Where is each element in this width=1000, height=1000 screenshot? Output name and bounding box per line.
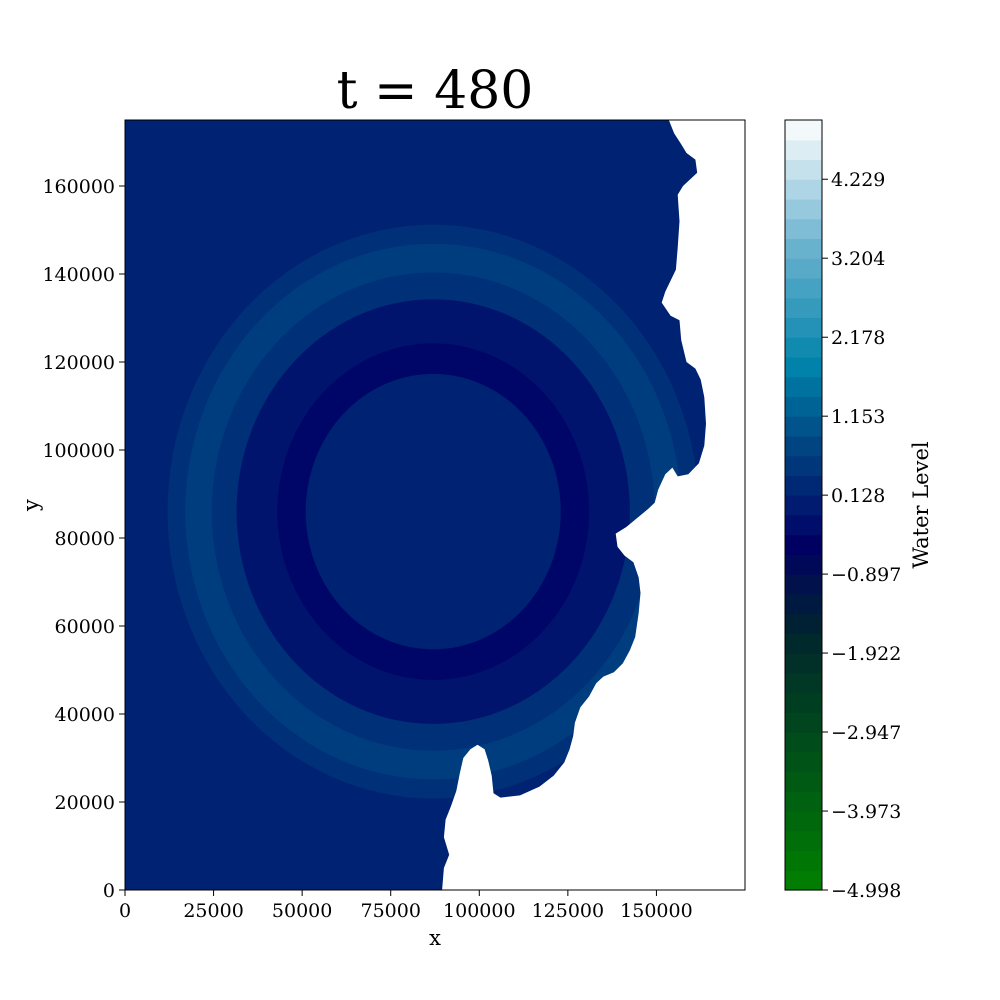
colorbar-level (785, 850, 822, 871)
colorbar-level (785, 337, 822, 358)
colorbar-level (785, 159, 822, 180)
colorbar-tick-label: 3.204 (831, 248, 885, 270)
x-tick-label: 125000 (532, 900, 605, 922)
x-tick-label: 75000 (360, 900, 420, 922)
colorbar-level (785, 633, 822, 654)
colorbar-tick-label: 2.178 (831, 327, 885, 349)
colorbar-level (785, 732, 822, 753)
colorbar-level (785, 593, 822, 615)
colorbar-level (785, 692, 822, 713)
colorbar-level (785, 179, 822, 200)
colorbar-tick-label: 0.128 (831, 485, 885, 507)
colorbar-level (785, 198, 822, 220)
colorbar-level (785, 870, 822, 891)
colorbar-level (785, 791, 822, 812)
colorbar-label: Water Level (909, 441, 933, 569)
colorbar-level (785, 751, 822, 773)
land-mask (442, 120, 745, 890)
colorbar-level (785, 475, 822, 496)
colorbar-level (785, 495, 822, 516)
colorbar-level (785, 534, 822, 555)
plot-frame (124, 119, 746, 891)
colorbar (785, 120, 822, 891)
y-tick-label: 60000 (55, 616, 115, 638)
x-tick-label: 0 (119, 900, 131, 922)
colorbar-level (785, 811, 822, 832)
colorbar-level (785, 317, 822, 338)
y-tick-label: 100000 (42, 440, 115, 462)
colorbar-level (785, 712, 822, 733)
colorbar-level (785, 435, 822, 457)
y-axis-label: y (19, 499, 43, 512)
colorbar-tick-label: −3.973 (831, 801, 901, 823)
colorbar-ticks: −4.998 −3.973 −2.947 −1.922 −0.897 0.128 1.153… (822, 169, 901, 902)
x-axis: 0 25000 50000 75000 100000 125000 150000 (119, 890, 693, 922)
x-tick-label: 150000 (620, 900, 693, 922)
y-tick-label: 0 (103, 880, 115, 902)
y-tick-label: 20000 (55, 792, 115, 814)
x-tick-label: 50000 (272, 900, 332, 922)
x-tick-label: 100000 (443, 900, 516, 922)
colorbar-tick-label: −2.947 (831, 722, 901, 744)
colorbar-level (785, 120, 822, 141)
colorbar-level (785, 771, 822, 792)
colorbar-tick-label: 1.153 (831, 406, 885, 428)
colorbar-level (785, 830, 822, 852)
colorbar-level (785, 574, 822, 595)
colorbar-level (785, 554, 822, 575)
x-axis-label: x (429, 926, 441, 950)
colorbar-level (785, 672, 822, 694)
colorbar-level (785, 455, 822, 476)
colorbar-level (785, 653, 822, 674)
y-tick-label: 80000 (55, 528, 115, 550)
y-tick-label: 160000 (42, 176, 115, 198)
colorbar-level (785, 416, 822, 437)
x-tick-label: 25000 (183, 900, 243, 922)
water-level-band (305, 373, 561, 650)
colorbar-level (785, 356, 822, 378)
colorbar-tick-label: −1.922 (831, 643, 901, 665)
y-tick-label: 140000 (42, 264, 115, 286)
colorbar-level (785, 396, 822, 417)
y-tick-label: 40000 (55, 704, 115, 726)
colorbar-level (785, 613, 822, 634)
colorbar-tick-label: −4.998 (831, 880, 901, 902)
colorbar-level (785, 297, 822, 319)
colorbar-level (785, 218, 822, 240)
y-axis: 0 20000 40000 60000 80000 100000 120000 140000 1… (42, 176, 125, 902)
colorbar-level (785, 376, 822, 398)
y-tick-label: 120000 (42, 352, 115, 374)
colorbar-level (785, 139, 822, 161)
colorbar-frame (784, 119, 823, 891)
water-field (125, 120, 745, 890)
colorbar-level (785, 514, 822, 536)
colorbar-tick-label: 4.229 (831, 169, 885, 191)
colorbar-level (785, 277, 822, 299)
colorbar-level (785, 238, 822, 259)
colorbar-tick-label: −0.897 (831, 564, 901, 586)
chart-title: t = 480 (337, 61, 534, 121)
colorbar-level (785, 258, 822, 279)
plot-area (125, 120, 745, 890)
